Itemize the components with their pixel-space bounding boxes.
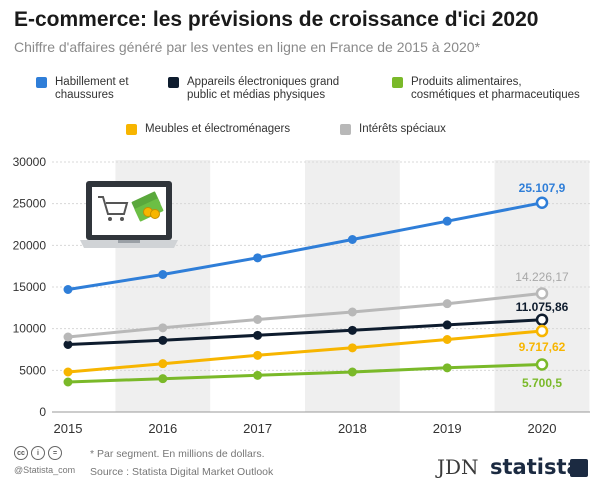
data-label: 9.717,62 (519, 340, 566, 354)
data-point (442, 299, 452, 309)
legend-item: Meubles et électroménagers (126, 123, 290, 136)
legend-label: Intérêts spéciaux (359, 123, 446, 135)
data-label: 14.226,17 (515, 270, 569, 284)
legend-label: Produits alimentaires, cosmétiques et ph… (411, 76, 580, 101)
data-point (442, 363, 452, 373)
nd-icon: = (48, 446, 62, 460)
cc-icon: cc (14, 446, 28, 460)
data-point (158, 270, 168, 279)
data-point (253, 370, 263, 380)
x-tick-label: 2018 (338, 421, 367, 436)
legend-label: Meubles et électroménagers (145, 123, 291, 135)
data-point (63, 285, 73, 294)
data-point (535, 313, 549, 326)
data-point (347, 235, 357, 244)
legend-swatch (36, 77, 47, 88)
y-tick-label: 25000 (13, 197, 47, 211)
data-point (158, 323, 168, 333)
legend-item: Appareils électroniques grand public et … (168, 76, 339, 102)
series-line (67, 329, 543, 374)
jdn-logo: JDN (437, 455, 479, 479)
x-tick-label: 2016 (148, 421, 177, 436)
series-line (67, 318, 543, 346)
data-label: 5.700,5 (522, 376, 562, 390)
data-point (253, 330, 263, 340)
legend-label: Habillement et chaussures (55, 76, 129, 101)
data-point (442, 216, 452, 226)
by-icon: i (31, 446, 45, 460)
statista-handle: @Statista_com (14, 465, 76, 475)
statista-logo: statista (490, 455, 581, 479)
legend-swatch (126, 124, 137, 135)
y-tick-label: 10000 (13, 322, 47, 336)
series-line (67, 291, 543, 339)
data-point (253, 315, 263, 324)
data-point (535, 324, 549, 338)
legend-item: Produits alimentaires, cosmétiques et ph… (392, 76, 580, 102)
data-point (442, 320, 452, 330)
x-tick-label: 2015 (54, 421, 83, 436)
y-tick-label: 5000 (19, 363, 46, 377)
data-point (442, 335, 452, 344)
legend-label: Appareils électroniques grand public et … (187, 76, 340, 101)
statista-logo-icon (570, 459, 588, 477)
data-point (158, 374, 168, 384)
legend-item: Habillement et chaussures (36, 76, 129, 102)
x-tick-label: 2019 (433, 421, 462, 436)
data-point (535, 196, 549, 210)
x-tick-label: 2017 (243, 421, 272, 436)
data-point (535, 358, 549, 371)
data-label: 25.107,9 (519, 181, 566, 195)
data-point (347, 367, 357, 377)
y-tick-label: 30000 (13, 155, 47, 169)
footnote: * Par segment. En millions de dollars. (90, 448, 265, 460)
legend-item: Intérêts spéciaux (340, 123, 446, 136)
data-point (347, 325, 357, 335)
data-point (347, 343, 357, 353)
data-point (158, 359, 168, 369)
data-point (63, 332, 73, 342)
legend-swatch (340, 124, 351, 135)
data-label: 11.075,86 (516, 300, 569, 314)
y-tick-label: 0 (39, 405, 46, 419)
data-point (253, 253, 263, 263)
data-point (63, 367, 73, 377)
data-point (63, 377, 73, 387)
data-point (253, 350, 263, 360)
laptop-shopping-cart-icon (80, 181, 178, 248)
y-tick-label: 20000 (13, 238, 47, 252)
data-point (158, 335, 168, 345)
series-line (67, 201, 543, 291)
legend-swatch (392, 77, 403, 88)
data-point (347, 307, 357, 317)
y-tick-label: 15000 (13, 280, 47, 294)
page-subtitle: Chiffre d'affaires généré par les ventes… (14, 39, 481, 55)
data-point (535, 287, 549, 300)
series-line (67, 363, 543, 384)
page-title: E-commerce: les prévisions de croissance… (14, 8, 539, 31)
x-tick-label: 2020 (528, 421, 557, 436)
legend-swatch (168, 77, 179, 88)
source-note: Source : Statista Digital Market Outlook (90, 466, 274, 478)
data-point (63, 340, 73, 349)
